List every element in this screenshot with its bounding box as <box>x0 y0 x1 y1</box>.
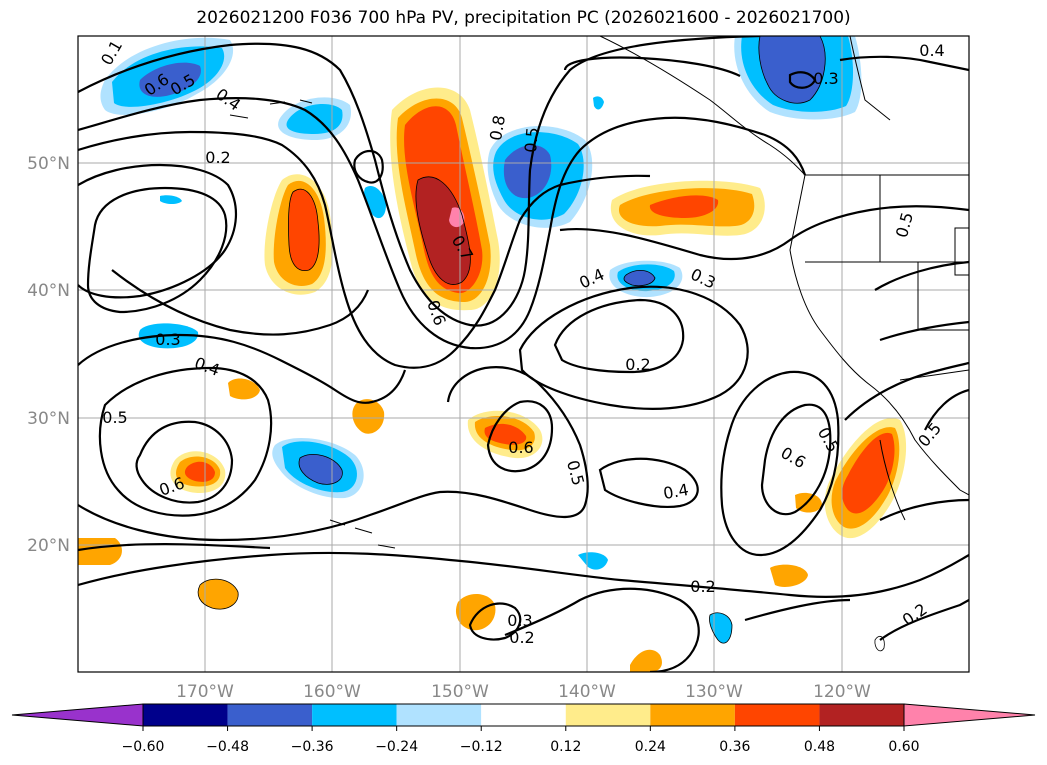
colorbar-segment <box>565 704 651 726</box>
colorbar-segment <box>650 704 735 726</box>
contour-label: 0.2 <box>625 355 650 374</box>
colorbar-segment <box>227 704 313 726</box>
colorbar-tick-label: −0.12 <box>460 739 503 755</box>
colorbar-tick-label: 0.12 <box>550 739 581 755</box>
contour-label: 0.3 <box>155 330 180 349</box>
longitude-labels: 170°W 160°W 150°W 140°W 130°W 120°W <box>176 682 871 702</box>
colorbar-tick-label: −0.48 <box>206 739 249 755</box>
lon-label: 120°W <box>813 682 871 702</box>
latitude-labels: 50°N 40°N 30°N 20°N <box>27 154 70 556</box>
colorbar-tick-label: 0.24 <box>635 739 666 755</box>
colorbar-segment <box>734 704 820 726</box>
contour-label: 0.4 <box>662 480 690 503</box>
map-frame <box>77 35 970 673</box>
lon-label: 130°W <box>685 682 743 702</box>
colorbar-extend-high <box>903 703 1036 727</box>
colorbar-tick-label: 0.36 <box>719 739 750 755</box>
coastlines <box>229 36 969 549</box>
colorbar-segment <box>143 704 228 726</box>
colorbar: −0.60 −0.48 −0.36 −0.24 −0.12 0.12 0.24 0.36 0.4… <box>11 703 1036 755</box>
map-title: 2026021200 F036 700 hPa PV, precipitatio… <box>196 8 851 28</box>
colorbar-segment <box>481 704 566 726</box>
lon-label: 160°W <box>303 682 361 702</box>
colorbar-segment <box>819 704 904 726</box>
colorbar-segment <box>312 704 397 726</box>
pv-contours <box>78 36 969 672</box>
colorbar-tick-label: −0.36 <box>291 739 334 755</box>
contour-label: 0.3 <box>507 611 532 630</box>
lat-label: 30°N <box>27 409 70 429</box>
colorbar-tick-label: 0.48 <box>804 739 835 755</box>
lon-label: 150°W <box>431 682 489 702</box>
contour-label: 0.5 <box>521 126 542 153</box>
contour-label: 0.3 <box>813 69 838 88</box>
colorbar-tick-label: −0.60 <box>122 739 165 755</box>
colorbar-extend-low <box>11 703 144 727</box>
lat-label: 20°N <box>27 536 70 556</box>
contour-label: 0.6 <box>508 438 533 457</box>
lon-label: 170°W <box>176 682 234 702</box>
lon-label: 140°W <box>558 682 616 702</box>
contour-label: 0.2 <box>690 577 715 596</box>
contour-label: 0.8 <box>486 114 509 142</box>
contour-label: 0.4 <box>919 41 944 60</box>
colorbar-frame <box>142 703 905 727</box>
map-area: 0.10.60.5 0.40.20.8 0.50.70.60.4 0.30.20.30… <box>78 36 969 672</box>
lat-label: 50°N <box>27 154 70 174</box>
colorbar-segment <box>396 704 482 726</box>
graticule <box>78 36 969 672</box>
positive-precip-anomalies <box>78 87 907 672</box>
contour-label: 0.5 <box>102 408 127 427</box>
contour-label: 0.2 <box>509 628 534 647</box>
colorbar-tick-label: 0.60 <box>888 739 919 755</box>
contour-label: 0.2 <box>205 148 230 167</box>
colorbar-tick-label: −0.24 <box>375 739 418 755</box>
lat-label: 40°N <box>27 281 70 301</box>
